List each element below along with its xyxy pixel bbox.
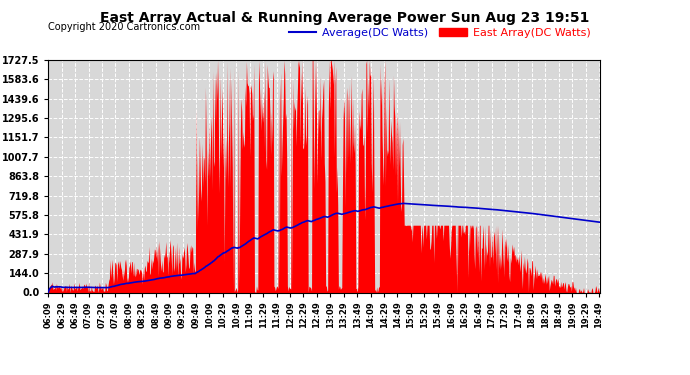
Text: Copyright 2020 Cartronics.com: Copyright 2020 Cartronics.com bbox=[48, 22, 200, 33]
Text: East Array Actual & Running Average Power Sun Aug 23 19:51: East Array Actual & Running Average Powe… bbox=[100, 11, 590, 25]
Legend: Average(DC Watts), East Array(DC Watts): Average(DC Watts), East Array(DC Watts) bbox=[284, 24, 595, 43]
